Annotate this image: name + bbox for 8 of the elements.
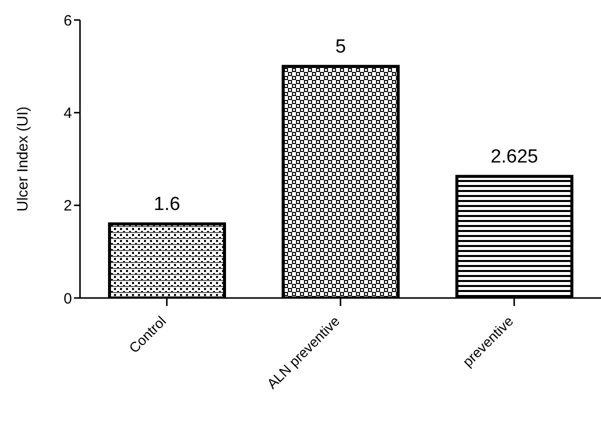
data-label: 2.625 bbox=[490, 146, 538, 168]
y-tick-label: 6 bbox=[64, 12, 72, 30]
y-tick-label: 4 bbox=[64, 104, 72, 122]
y-tick-label: 2 bbox=[64, 198, 72, 215]
data-label: 1.6 bbox=[154, 194, 180, 215]
data-label: 5 bbox=[335, 36, 346, 58]
y-axis-title: Ulcer Index (UI) bbox=[14, 106, 32, 212]
y-tick-label: 0 bbox=[64, 290, 72, 308]
